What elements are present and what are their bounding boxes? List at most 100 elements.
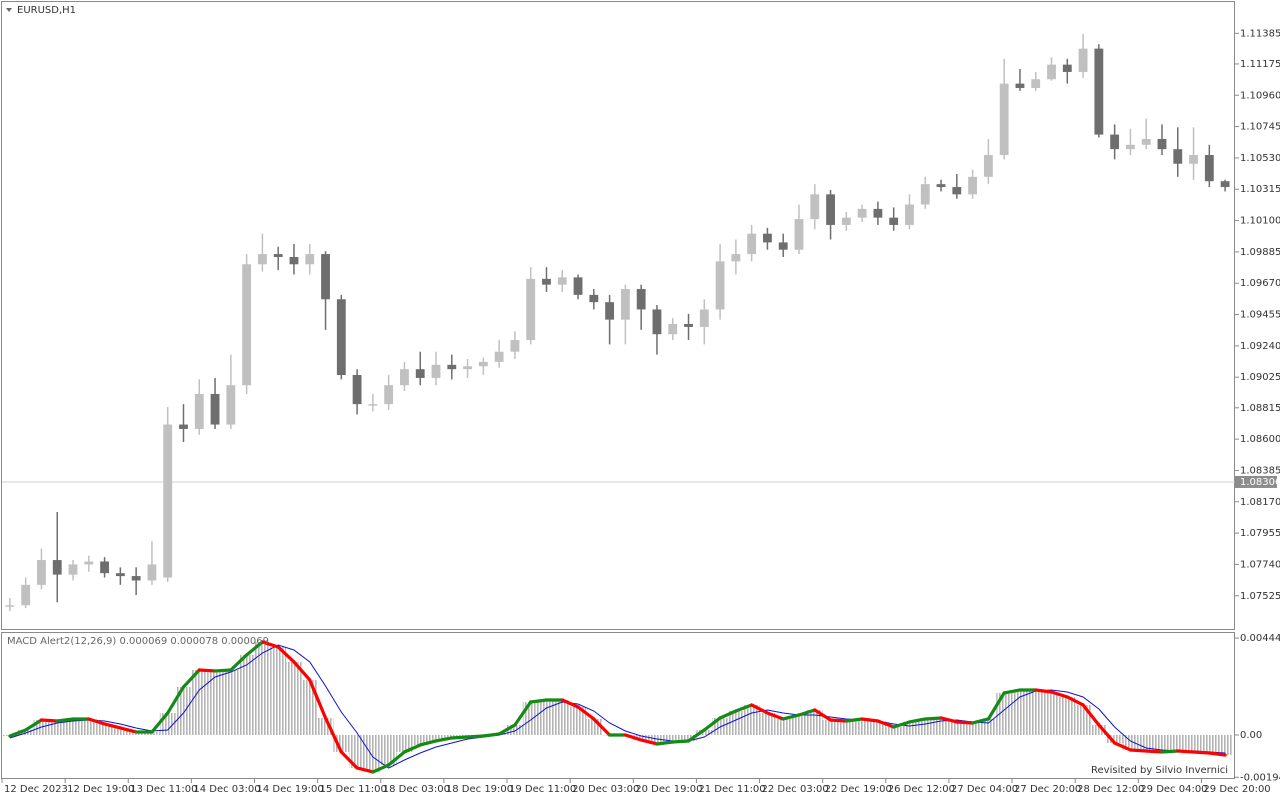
candle-body	[163, 424, 173, 578]
x-tick-label: 22 Dec 19:00	[825, 784, 892, 795]
histogram-bar	[870, 720, 886, 735]
macd-line-segment	[939, 716, 959, 724]
macd-line-segment	[418, 739, 438, 747]
macd-line-segment	[197, 668, 217, 673]
macd-line-segment	[1049, 690, 1069, 699]
macd-line-segment	[497, 723, 517, 736]
macd-line-segment	[55, 717, 75, 723]
candle-body	[684, 324, 693, 327]
x-tick-label: 27 Dec 04:00	[951, 784, 1018, 795]
macd-panel-frame	[1, 632, 1235, 779]
macd-line-segment	[150, 711, 170, 734]
histogram-bar	[775, 718, 792, 735]
histogram-bar	[364, 734, 381, 772]
macd-line-segment	[1176, 749, 1196, 754]
candle-body	[763, 233, 772, 243]
macd-line-segment	[1065, 695, 1085, 707]
candle-body	[37, 560, 46, 585]
histogram-bar	[1201, 734, 1218, 753]
histogram-bar	[222, 669, 239, 735]
histogram-bar	[412, 734, 429, 745]
y-tick-label: 1.10315	[1240, 184, 1280, 195]
candle-body	[841, 217, 851, 225]
macd-line-segment	[560, 698, 580, 709]
histogram-bar	[1090, 724, 1107, 735]
y-tick-label: 1.08815	[1240, 403, 1280, 414]
histogram-bar	[554, 699, 571, 735]
y-tick-label: 1.08385	[1240, 465, 1280, 476]
macd-line-segment	[1113, 741, 1133, 752]
macd-line-segment	[371, 763, 391, 774]
candle-body	[747, 233, 757, 255]
candle-body	[605, 302, 615, 320]
candle-body	[652, 309, 662, 335]
histogram-bar	[317, 717, 334, 735]
macd-line-segment	[892, 720, 912, 729]
histogram-bar	[948, 721, 965, 735]
histogram-bar	[96, 723, 113, 735]
candle-body	[557, 277, 567, 285]
y-tick-label: 1.08600	[1240, 434, 1280, 445]
candle-body	[1110, 134, 1120, 150]
histogram-bar	[396, 734, 413, 752]
macd-line-segment	[655, 740, 675, 746]
macd-line-segment	[797, 708, 817, 717]
histogram-bar	[570, 706, 586, 735]
histogram-bar	[822, 719, 839, 735]
y-tick-label: 1.11385	[1240, 28, 1280, 39]
credit: Revisited by Silvio Invernici	[1091, 765, 1228, 776]
histogram-bar	[254, 641, 271, 735]
macd-line-segment	[955, 720, 975, 725]
histogram-bar	[633, 734, 650, 740]
candle-body	[100, 561, 110, 574]
signal-line	[9, 644, 1226, 769]
macd-line-segment	[781, 713, 801, 721]
macd-line-segment	[229, 653, 249, 672]
x-tick-label: 27 Dec 20:00	[1014, 784, 1081, 795]
macd-line-segment	[402, 743, 422, 754]
histogram-bar	[112, 727, 129, 735]
x-tick-label: 15 Dec 11:00	[320, 784, 387, 795]
candle-body	[431, 364, 441, 378]
macd-line-segment	[750, 703, 770, 715]
macd-line-segment	[465, 734, 485, 739]
candle-body	[573, 277, 583, 295]
x-tick-label: 14 Dec 03:00	[193, 784, 260, 795]
x-tick-label: 22 Dec 03:00	[762, 784, 829, 795]
macd-line-segment	[1002, 688, 1022, 695]
histogram-bar	[1027, 689, 1044, 735]
menu-arrow[interactable]	[6, 8, 12, 12]
candle-body	[999, 83, 1009, 155]
y-tick-label: 1.07740	[1240, 559, 1280, 570]
candle-body	[289, 256, 299, 265]
macd-line-segment	[1144, 749, 1164, 754]
candle-body	[589, 294, 599, 303]
candle-body	[889, 217, 899, 225]
candle-body	[810, 194, 820, 220]
candle-body	[1141, 138, 1151, 145]
histogram-bar	[680, 734, 697, 741]
candle-body	[179, 424, 188, 429]
macd-line-segment	[213, 668, 233, 673]
x-tick-label: 29 Dec 04:00	[1140, 784, 1207, 795]
candle-body	[21, 584, 31, 606]
candle-body	[905, 204, 914, 225]
candle-body	[1047, 64, 1056, 80]
macd-line-segment	[876, 719, 896, 729]
macd-line-segment	[1034, 688, 1054, 694]
histogram-bar	[380, 734, 397, 765]
candle-body	[1204, 154, 1214, 182]
macd-line-segment	[355, 766, 375, 774]
candle-body	[336, 299, 346, 376]
candle-body	[352, 375, 362, 405]
x-tick-label: 18 Dec 19:00	[446, 784, 513, 795]
y-tick-label: 0.00	[1240, 730, 1262, 741]
candle-body	[857, 208, 867, 218]
candle-body	[384, 385, 394, 405]
candle-body	[494, 351, 504, 362]
histogram-bar	[996, 692, 1013, 735]
histogram-bar	[1122, 734, 1139, 750]
histogram-bar	[1217, 734, 1233, 755]
histogram-bar	[759, 712, 776, 735]
